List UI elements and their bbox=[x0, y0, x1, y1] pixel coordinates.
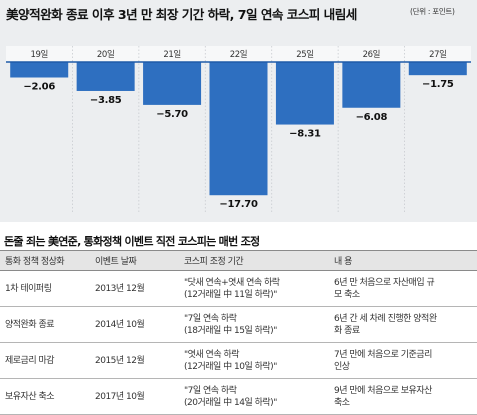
content-cell: 6년 간 세 차례 진행한 양적완 화 종료 bbox=[329, 306, 477, 343]
period-line: "7일 연속 하락 bbox=[184, 385, 237, 396]
period-line: (12거래일 中 10일 하락)" bbox=[184, 361, 277, 372]
value-label: −5.70 bbox=[156, 109, 188, 120]
bar bbox=[10, 62, 69, 78]
period-line: (18거래일 中 15일 하락)" bbox=[184, 325, 277, 336]
content-line: 6년 만 처음으로 자산매입 규 bbox=[334, 277, 435, 288]
value-label: −1.75 bbox=[422, 79, 454, 90]
category-label: 22일 bbox=[230, 50, 247, 60]
bar bbox=[408, 62, 467, 76]
content-line: 화 종료 bbox=[334, 325, 360, 336]
table-row: 양적완화 종료 2014년 10월 "7일 연속 하락 (18거래일 中 15일… bbox=[0, 306, 477, 343]
date-cell: 2017년 10월 bbox=[90, 378, 179, 415]
content-cell: 6년 만 처음으로 자산매입 규 모 축소 bbox=[329, 270, 477, 307]
value-label: −3.85 bbox=[90, 95, 122, 106]
bar bbox=[209, 62, 268, 196]
policy-cell: 양적완화 종료 bbox=[0, 306, 90, 343]
table-row: 1차 테이퍼링 2013년 12월 "닷새 연속+엿새 연속 하락 (12거래일… bbox=[0, 270, 477, 307]
bar bbox=[275, 62, 334, 125]
header-period: 코스피 조정 기간 bbox=[179, 250, 329, 271]
period-line: "엿새 연속 하락 bbox=[184, 349, 240, 360]
date-cell: 2013년 12월 bbox=[90, 270, 179, 307]
period-line: (20거래일 中 14일 하락)" bbox=[184, 397, 277, 408]
period-line: (12거래일 中 11일 하락)" bbox=[184, 289, 277, 300]
value-label: −8.31 bbox=[289, 129, 321, 140]
bar bbox=[342, 62, 401, 108]
content-line: 7년 만에 처음으로 기준금리 bbox=[334, 349, 432, 360]
content-cell: 9년 만에 처음으로 보유자산 축소 bbox=[329, 378, 477, 415]
chart-unit-label: (단위 : 포인트) bbox=[410, 7, 455, 16]
table-row: 보유자산 축소 2017년 10월 "7일 연속 하락 (20거래일 中 14일… bbox=[0, 378, 477, 415]
content-cell: 7년 만에 처음으로 기준금리 인상 bbox=[329, 342, 477, 379]
period-cell: "7일 연속 하락 (20거래일 中 14일 하락)" bbox=[179, 378, 329, 415]
content-line: 축소 bbox=[334, 397, 350, 408]
category-label: 20일 bbox=[97, 50, 114, 60]
category-label: 27일 bbox=[429, 50, 446, 60]
table-row: 제로금리 마감 2015년 12월 "엿새 연속 하락 (12거래일 中 10일… bbox=[0, 342, 477, 379]
date-cell: 2014년 10월 bbox=[90, 306, 179, 343]
header-policy: 통화 정책 정상화 bbox=[0, 250, 90, 271]
content-line: 6년 간 세 차례 진행한 양적완 bbox=[334, 313, 437, 324]
table-title: 돈줄 죄는 美연준, 통화정책 이벤트 직전 코스피는 매번 조정 bbox=[4, 235, 260, 248]
chart-panel: 19일 −2.06 20일 −3.85 21일 −5.70 22일 −17.70 25일 −8.3… bbox=[0, 0, 477, 222]
date-cell: 2015년 12월 bbox=[90, 342, 179, 379]
period-line: "닷새 연속+엿새 연속 하락 bbox=[184, 277, 280, 288]
value-label: −6.08 bbox=[356, 112, 388, 123]
content-line: 모 축소 bbox=[334, 289, 360, 300]
category-label: 21일 bbox=[163, 50, 180, 60]
period-line: "7일 연속 하락 bbox=[184, 313, 237, 324]
category-label: 26일 bbox=[363, 50, 380, 60]
header-content: 내 용 bbox=[329, 250, 477, 271]
category-label: 25일 bbox=[296, 50, 313, 60]
content-line: 9년 만에 처음으로 보유자산 bbox=[334, 385, 432, 396]
chart-title: 美양적완화 종료 이후 3년 만 최장 기간 하락, 7일 연속 코스피 내림세 bbox=[6, 7, 357, 22]
events-table: 통화 정책 정상화 이벤트 날짜 코스피 조정 기간 내 용 1차 테이퍼링 2… bbox=[0, 250, 477, 415]
bar bbox=[143, 62, 202, 105]
category-band bbox=[6, 46, 471, 62]
value-label: −2.06 bbox=[23, 82, 55, 93]
content-line: 인상 bbox=[334, 361, 350, 372]
header-date: 이벤트 날짜 bbox=[90, 250, 179, 271]
period-cell: "닷새 연속+엿새 연속 하락 (12거래일 中 11일 하락)" bbox=[179, 270, 329, 307]
bar bbox=[76, 62, 135, 91]
period-cell: "엿새 연속 하락 (12거래일 中 10일 하락)" bbox=[179, 342, 329, 379]
policy-cell: 1차 테이퍼링 bbox=[0, 270, 90, 307]
policy-cell: 보유자산 축소 bbox=[0, 378, 90, 415]
policy-cell: 제로금리 마감 bbox=[0, 342, 90, 379]
bar-chart: 19일 −2.06 20일 −3.85 21일 −5.70 22일 −17.70 25일 −8.3… bbox=[6, 46, 471, 213]
value-label: −17.70 bbox=[219, 199, 258, 210]
table-header-row: 통화 정책 정상화 이벤트 날짜 코스피 조정 기간 내 용 bbox=[0, 250, 477, 271]
period-cell: "7일 연속 하락 (18거래일 中 15일 하락)" bbox=[179, 306, 329, 343]
category-label: 19일 bbox=[30, 50, 47, 60]
